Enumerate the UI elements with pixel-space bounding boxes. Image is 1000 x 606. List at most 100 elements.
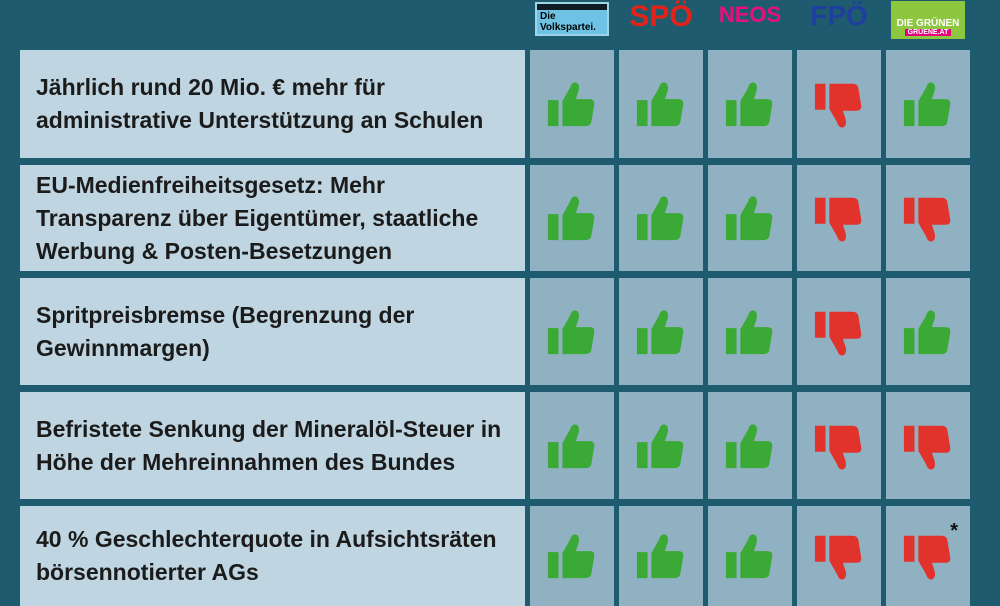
vote-cell bbox=[619, 50, 703, 158]
thumb-up bbox=[547, 82, 595, 127]
logo-neos: NEOS bbox=[708, 0, 792, 44]
vote-cell bbox=[886, 392, 970, 499]
vote-cell bbox=[530, 165, 614, 271]
logo-fpoe: FPÖ bbox=[797, 0, 881, 44]
vote-icon bbox=[725, 196, 773, 241]
vote-icon bbox=[903, 197, 951, 242]
thumb bbox=[636, 82, 684, 127]
vote-icon bbox=[547, 534, 595, 579]
logo-text: DIE GRÜNEN bbox=[896, 18, 960, 29]
thumb-down bbox=[903, 535, 951, 580]
vote-icon bbox=[814, 311, 862, 356]
vote-icon bbox=[903, 535, 951, 580]
vote-table: Jährlich rund 20 Mio. € mehr für adminis… bbox=[20, 50, 970, 606]
vote-icon bbox=[636, 82, 684, 127]
thumb-up bbox=[547, 196, 595, 241]
thumb-up bbox=[636, 196, 684, 241]
vote-icon bbox=[903, 425, 951, 470]
thumb bbox=[725, 534, 773, 579]
thumb bbox=[903, 535, 951, 580]
row-text: EU-Medienfreiheitsgesetz: Mehr Transpare… bbox=[36, 171, 479, 264]
vote-cell bbox=[619, 278, 703, 385]
logo-box: Die Volkspartei. bbox=[535, 2, 609, 36]
thumb-down bbox=[814, 311, 862, 356]
thumb-down bbox=[903, 197, 951, 242]
logo-oevp: Die Volkspartei. bbox=[530, 0, 614, 44]
thumb bbox=[814, 425, 862, 470]
footnote-mark: * bbox=[950, 520, 958, 542]
thumb-up bbox=[903, 309, 951, 354]
row-label: 40 % Geschlechterquote in Aufsichtsräten… bbox=[20, 506, 525, 606]
thumb bbox=[725, 423, 773, 468]
thumb bbox=[636, 309, 684, 354]
vote-cell bbox=[619, 506, 703, 606]
thumb-up bbox=[636, 309, 684, 354]
party-logos: Die Volkspartei. SPÖ NEOS FPÖ DIE GRÜNEN… bbox=[530, 0, 970, 44]
thumb-up bbox=[636, 82, 684, 127]
vote-cell bbox=[530, 392, 614, 499]
logo-text: GRUENE.AT bbox=[904, 29, 952, 36]
logo-box: DIE GRÜNEN GRUENE.AT bbox=[891, 1, 965, 39]
row-text: Befristete Senkung der Mineralöl-Steuer … bbox=[36, 415, 502, 475]
thumb bbox=[814, 311, 862, 356]
row-label: EU-Medienfreiheitsgesetz: Mehr Transpare… bbox=[20, 165, 525, 271]
vote-cell bbox=[797, 165, 881, 271]
vote-icon bbox=[903, 309, 951, 354]
thumb bbox=[903, 197, 951, 242]
row-label: Befristete Senkung der Mineralöl-Steuer … bbox=[20, 392, 525, 499]
thumb bbox=[903, 309, 951, 354]
thumb-up bbox=[636, 534, 684, 579]
vote-icon bbox=[636, 196, 684, 241]
vote-icon bbox=[547, 196, 595, 241]
thumb bbox=[725, 196, 773, 241]
vote-icon bbox=[814, 535, 862, 580]
vote-icon bbox=[636, 534, 684, 579]
logo-text: NEOS bbox=[718, 2, 782, 27]
row-label: Spritpreisbremse (Begrenzung der Gewinnm… bbox=[20, 278, 525, 385]
vote-cell bbox=[708, 278, 792, 385]
row-text: Jährlich rund 20 Mio. € mehr für adminis… bbox=[36, 74, 484, 133]
vote-icon bbox=[547, 82, 595, 127]
vote-cell bbox=[797, 50, 881, 158]
thumb-down bbox=[903, 425, 951, 470]
thumb bbox=[903, 425, 951, 470]
vote-cell bbox=[708, 392, 792, 499]
vote-cell bbox=[619, 392, 703, 499]
vote-icon bbox=[814, 83, 862, 128]
thumb bbox=[725, 82, 773, 127]
thumb-up bbox=[725, 82, 773, 127]
thumb-up bbox=[547, 309, 595, 354]
logo-gruene: DIE GRÜNEN GRUENE.AT bbox=[886, 0, 970, 44]
logo-text: SPÖ bbox=[629, 0, 693, 33]
vote-cell bbox=[797, 506, 881, 606]
thumb bbox=[725, 309, 773, 354]
vote-icon bbox=[725, 534, 773, 579]
vote-icon bbox=[725, 423, 773, 468]
thumb-down bbox=[814, 83, 862, 128]
vote-cell bbox=[886, 165, 970, 271]
vote-cell bbox=[619, 165, 703, 271]
vote-icon bbox=[903, 82, 951, 127]
vote-cell: * bbox=[886, 506, 970, 606]
thumb-up bbox=[725, 196, 773, 241]
thumb bbox=[814, 83, 862, 128]
thumb-up bbox=[903, 82, 951, 127]
vote-icon bbox=[547, 423, 595, 468]
vote-cell bbox=[530, 506, 614, 606]
vote-cell bbox=[708, 50, 792, 158]
thumb-up bbox=[725, 534, 773, 579]
logo-spoe: SPÖ bbox=[619, 0, 703, 44]
vote-cell bbox=[886, 50, 970, 158]
vote-icon bbox=[636, 309, 684, 354]
thumb-up bbox=[547, 423, 595, 468]
vote-icon bbox=[814, 425, 862, 470]
vote-cell bbox=[797, 392, 881, 499]
thumb bbox=[814, 197, 862, 242]
row-text: 40 % Geschlechterquote in Aufsichtsräten… bbox=[36, 526, 497, 585]
thumb bbox=[636, 534, 684, 579]
vote-cell bbox=[797, 278, 881, 385]
vote-icon bbox=[725, 82, 773, 127]
thumb-down bbox=[814, 425, 862, 470]
thumb bbox=[814, 535, 862, 580]
